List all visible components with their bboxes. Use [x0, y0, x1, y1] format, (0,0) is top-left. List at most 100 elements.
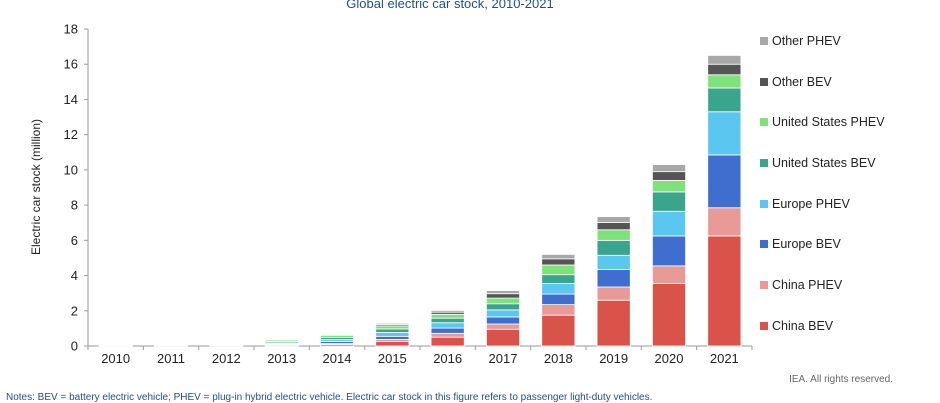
legend-swatch [760, 159, 768, 167]
bar-segment [431, 323, 464, 328]
bar-segment [376, 336, 409, 339]
bar-segment [597, 240, 630, 255]
bar-segment [542, 275, 575, 284]
bar-segment [431, 310, 464, 312]
bar-segment [542, 294, 575, 305]
x-tick-label: 2011 [157, 351, 185, 366]
legend-label: China BEV [772, 319, 833, 333]
bar-segment [542, 265, 575, 275]
legend-item: United States PHEV [760, 112, 885, 132]
legend-item: United States BEV [760, 153, 885, 173]
y-tick-label: 0 [71, 339, 78, 354]
bar-segment [597, 255, 630, 269]
legend-label: United States PHEV [772, 115, 885, 129]
bar-segment [486, 324, 519, 329]
bar-segment [376, 332, 409, 336]
bar-segment [652, 165, 685, 172]
x-tick-label: 2012 [212, 351, 241, 366]
x-tick-label: 2010 [101, 351, 130, 366]
bar-segment [597, 222, 630, 229]
y-tick-label: 18 [64, 22, 78, 37]
bar-segment [652, 266, 685, 284]
legend-swatch [760, 240, 768, 248]
bar-segment [486, 291, 519, 294]
y-axis-label: Electric car stock (million) [29, 119, 43, 255]
bar-segment [542, 305, 575, 316]
legend-label: Other PHEV [772, 34, 841, 48]
legend-swatch [760, 281, 768, 289]
y-tick-label: 10 [64, 162, 78, 177]
legend-label: Europe BEV [772, 237, 841, 251]
legend-item: Europe BEV [760, 234, 885, 254]
y-tick-label: 14 [64, 92, 78, 107]
bar-segment [542, 259, 575, 265]
bar-segment [708, 75, 741, 88]
bar-segment [597, 300, 630, 346]
bar-segment [597, 230, 630, 241]
bar-segment [376, 342, 409, 346]
y-tick-label: 4 [71, 268, 78, 283]
bar-segment [652, 172, 685, 181]
y-tick-label: 12 [64, 127, 78, 142]
legend-swatch [760, 78, 768, 86]
y-tick-label: 6 [71, 233, 78, 248]
bar-segment [376, 326, 409, 329]
bar-segment [431, 314, 464, 318]
bar-segment [431, 333, 464, 337]
y-tick-label: 8 [71, 198, 78, 213]
bar-segment [431, 337, 464, 346]
bar-segment [376, 329, 409, 333]
legend-swatch [760, 200, 768, 208]
legend-label: Europe PHEV [772, 197, 850, 211]
bar-segment [652, 180, 685, 191]
x-tick-label: 2021 [710, 351, 739, 366]
legend-item: China PHEV [760, 275, 885, 295]
bar-segment [597, 217, 630, 223]
bar-segment [486, 310, 519, 317]
bar-segment [486, 304, 519, 310]
bar-segment [431, 318, 464, 323]
y-tick-label: 16 [64, 57, 78, 72]
bar-segment [431, 328, 464, 333]
bar-segment [708, 155, 741, 208]
bar-segment [708, 112, 741, 155]
bar-segment [708, 208, 741, 236]
bar-segment [542, 315, 575, 346]
x-tick-label: 2019 [599, 351, 628, 366]
bar-segment [486, 317, 519, 324]
bar-segment [652, 211, 685, 236]
bar-segment [486, 329, 519, 346]
credit-text: IEA. All rights reserved. [789, 374, 893, 385]
legend-item: Other PHEV [760, 31, 885, 51]
x-tick-label: 2018 [544, 351, 573, 366]
legend-label: China PHEV [772, 278, 842, 292]
bar-segment [486, 298, 519, 304]
bar-segment [265, 339, 298, 340]
x-tick-label: 2013 [267, 351, 296, 366]
bar-segment [486, 294, 519, 298]
bar-segment [708, 55, 741, 64]
legend-item: Other BEV [760, 72, 885, 92]
bar-segment [708, 64, 741, 75]
chart-bars [99, 55, 741, 346]
x-tick-label: 2015 [378, 351, 407, 366]
bar-segment [708, 236, 741, 346]
legend-item: China BEV [760, 316, 885, 336]
legend-swatch [760, 322, 768, 330]
legend-label: United States BEV [772, 156, 876, 170]
legend-label: Other BEV [772, 75, 832, 89]
bar-segment [542, 254, 575, 258]
bar-segment [652, 283, 685, 346]
bar-segment [542, 283, 575, 294]
x-tick-label: 2020 [655, 351, 684, 366]
legend-swatch [760, 37, 768, 45]
legend-item: Europe PHEV [760, 194, 885, 214]
chart-legend: Other PHEV Other BEV United States PHEV Uni… [760, 31, 885, 357]
notes-text: Notes: BEV = battery electric vehicle; P… [6, 392, 652, 403]
bar-segment [376, 323, 409, 324]
legend-swatch [760, 118, 768, 126]
x-tick-label: 2016 [433, 351, 462, 366]
bar-segment [320, 334, 353, 335]
bar-segment [708, 88, 741, 112]
